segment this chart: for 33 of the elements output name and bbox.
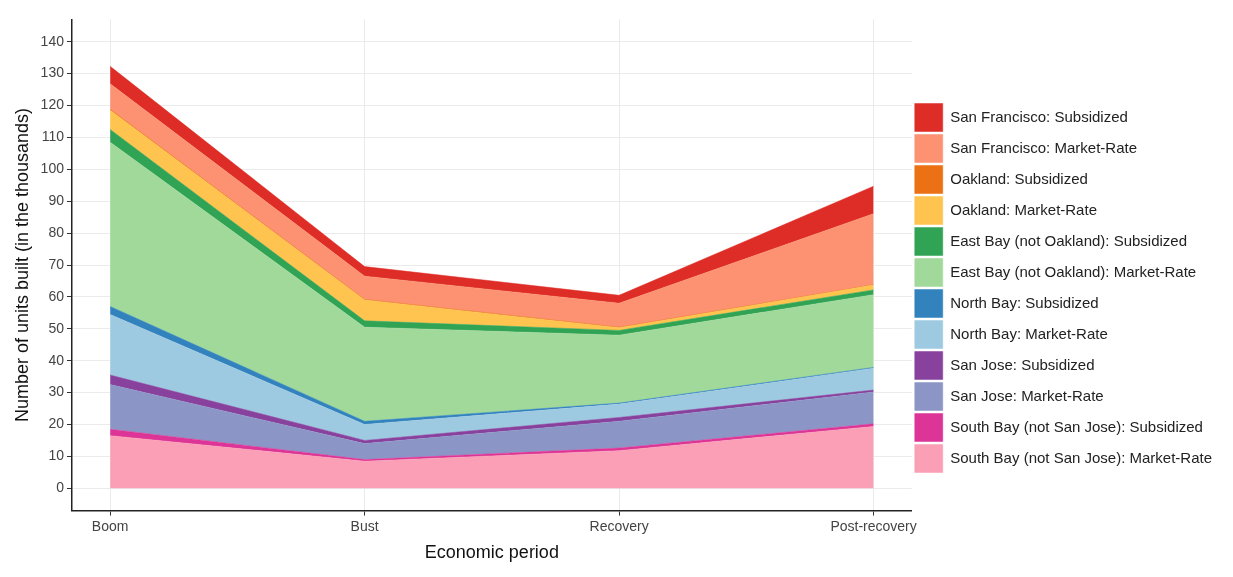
y-tick-label: 90: [48, 192, 65, 209]
y-tick-label: 20: [48, 415, 65, 432]
y-tick-label: 110: [41, 128, 65, 145]
y-tick-label: 130: [40, 64, 65, 81]
legend-label: South Bay (not San Jose): Market-Rate: [950, 448, 1213, 466]
legend-label: South Bay (not San Jose): Subsidized: [950, 417, 1203, 435]
y-tick-label: 60: [48, 287, 65, 304]
x-axis-title: Economic period: [424, 542, 559, 563]
y-tick-label: 0: [56, 479, 65, 496]
legend-label: Oakland: Subsidized: [950, 169, 1088, 187]
legend-label: North Bay: Subsidized: [950, 293, 1099, 311]
y-tick-label: 10: [48, 447, 65, 464]
y-tick-label: 120: [40, 96, 65, 113]
y-tick-label: 100: [40, 160, 65, 177]
x-tick-label: Recovery: [589, 517, 649, 534]
legend-label: North Bay: Market-Rate: [950, 324, 1108, 342]
y-axis-title: Number of units built (in the thousands): [11, 107, 32, 423]
legend-label: Oakland: Market-Rate: [950, 200, 1097, 218]
x-tick-label: Post-recovery: [830, 517, 917, 534]
legend-label: East Bay (not Oakland): Subsidized: [950, 231, 1188, 249]
y-tick-label: 80: [48, 223, 65, 240]
legend-label: San Jose: Market-Rate: [950, 386, 1104, 404]
y-tick-label: 50: [48, 319, 65, 336]
legend-label: East Bay (not Oakland): Market-Rate: [950, 262, 1197, 280]
x-tick-label: Bust: [350, 517, 379, 534]
y-tick-label: 70: [48, 255, 65, 272]
y-tick-label: 40: [48, 351, 65, 368]
legend-label: San Francisco: Market-Rate: [950, 138, 1137, 156]
y-tick-label: 140: [40, 32, 65, 49]
y-tick-label: 30: [48, 383, 65, 400]
x-tick-label: Boom: [91, 517, 129, 534]
legend-label: San Francisco: Subsidized: [950, 107, 1128, 125]
legend-label: San Jose: Subsidized: [950, 355, 1095, 373]
